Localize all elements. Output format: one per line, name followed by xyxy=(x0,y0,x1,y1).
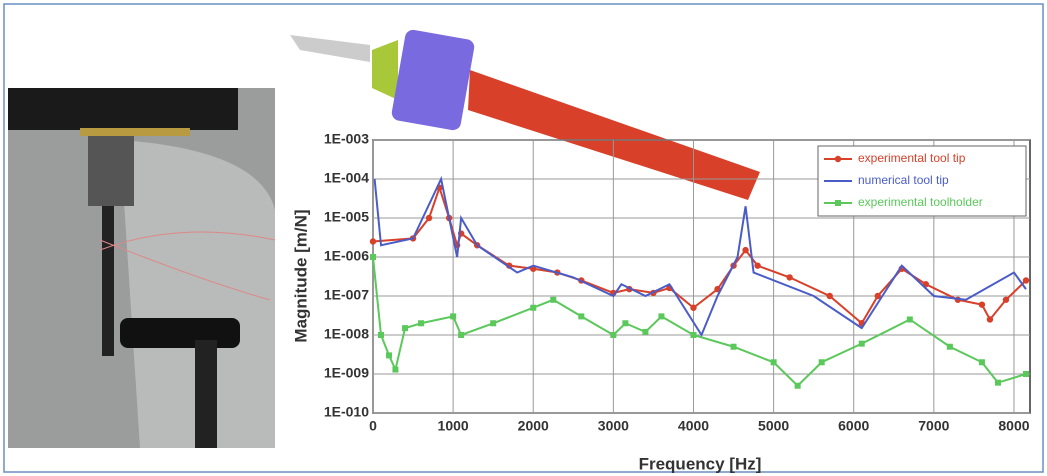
marker xyxy=(906,316,913,323)
x-tick-label: 3000 xyxy=(598,418,629,434)
marker xyxy=(754,262,761,269)
tool-insert xyxy=(290,35,370,62)
marker xyxy=(530,304,537,311)
marker xyxy=(770,359,777,366)
marker xyxy=(690,304,697,311)
marker xyxy=(730,343,737,350)
tool-model xyxy=(290,29,760,200)
y-axis-label: Magnitude [m/N] xyxy=(291,209,310,342)
marker xyxy=(490,320,497,327)
y-tick-label: 1E-009 xyxy=(324,365,369,381)
legend-label: numerical tool tip xyxy=(858,173,949,187)
marker xyxy=(418,320,425,327)
y-tick-label: 1E-005 xyxy=(324,209,369,225)
marker xyxy=(826,292,833,300)
marker xyxy=(834,155,842,163)
plot: 0 1000 2000 3000 4000 5000 6000 7000 8000 1E-010 1… xyxy=(324,131,1030,434)
marker xyxy=(392,366,399,373)
photo-bowl xyxy=(120,140,275,448)
tool-collet xyxy=(372,40,398,100)
legend-label: experimental toolholder xyxy=(858,195,983,209)
marker xyxy=(786,274,793,281)
marker xyxy=(835,200,841,206)
x-tick-label: 1000 xyxy=(438,418,469,434)
tool-nut xyxy=(391,29,475,131)
marker xyxy=(1022,371,1029,377)
marker xyxy=(994,379,1001,386)
marker xyxy=(370,254,376,260)
photo xyxy=(8,88,276,448)
legend-box xyxy=(817,145,1027,217)
x-tick-label: 5000 xyxy=(758,418,789,434)
marker xyxy=(794,382,801,389)
marker xyxy=(425,214,433,222)
marker xyxy=(858,340,865,347)
y-tick-label: 1E-004 xyxy=(324,170,369,186)
marker xyxy=(690,332,697,338)
marker xyxy=(622,320,629,327)
marker xyxy=(1022,277,1030,284)
marker xyxy=(578,313,585,320)
marker xyxy=(874,292,881,300)
photo-stand xyxy=(195,340,217,448)
x-tick-label: 2000 xyxy=(518,418,549,434)
marker xyxy=(978,301,986,308)
marker xyxy=(978,359,985,366)
marker xyxy=(369,238,377,245)
marker xyxy=(742,246,749,254)
photo-ring xyxy=(80,128,190,136)
marker xyxy=(642,328,649,335)
marker xyxy=(658,313,665,320)
marker xyxy=(946,343,953,350)
marker xyxy=(386,352,393,359)
photo-sensor xyxy=(120,318,240,348)
y-tick-label: 1E-003 xyxy=(324,131,369,147)
tool-shank xyxy=(468,70,760,200)
photo-holder xyxy=(88,136,134,206)
x-tick-label: 6000 xyxy=(838,418,869,434)
legend-label: experimental tool tip xyxy=(858,151,966,165)
x-tick-label: 7000 xyxy=(918,418,949,434)
marker xyxy=(550,296,557,303)
marker xyxy=(818,359,825,366)
marker xyxy=(458,332,465,338)
photo-tool xyxy=(102,206,114,356)
marker xyxy=(450,313,457,320)
photo-wires xyxy=(99,231,276,301)
x-tick-label: 8000 xyxy=(998,418,1029,434)
marker xyxy=(610,332,617,338)
x-axis-label: Frequency [Hz] xyxy=(639,454,762,473)
photo-spindle xyxy=(8,88,238,130)
marker xyxy=(402,325,409,332)
marker xyxy=(378,332,385,338)
x-tick-label: 4000 xyxy=(678,418,709,434)
marker xyxy=(1002,296,1010,303)
y-tick-label: 1E-006 xyxy=(324,248,369,264)
y-tick-label: 1E-007 xyxy=(324,287,369,303)
x-tick-label: 0 xyxy=(369,418,377,434)
series-line xyxy=(373,175,1027,338)
y-tick-label: 1E-008 xyxy=(324,326,369,342)
marker xyxy=(986,316,994,323)
y-tick-label: 1E-010 xyxy=(324,404,369,420)
